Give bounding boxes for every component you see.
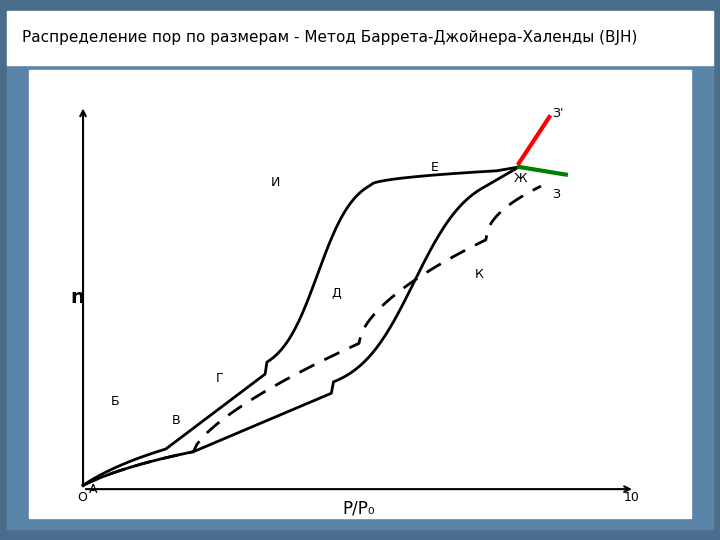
Text: К: К xyxy=(474,268,484,281)
Text: Е: Е xyxy=(431,161,438,174)
Text: О: О xyxy=(78,491,87,504)
Text: 10: 10 xyxy=(624,491,639,504)
Text: Г: Г xyxy=(215,372,223,384)
Text: З': З' xyxy=(552,107,564,120)
Text: Ж: Ж xyxy=(513,172,527,185)
Bar xyxy=(29,70,691,518)
Text: А: А xyxy=(89,483,97,496)
Text: И: И xyxy=(271,176,280,189)
Text: P/P₀: P/P₀ xyxy=(343,500,375,517)
Text: n: n xyxy=(71,288,84,307)
Text: З: З xyxy=(552,187,560,201)
Bar xyxy=(7,11,713,65)
Text: В: В xyxy=(171,414,180,427)
Text: Распределение пор по размерам - Метод Баррета-Джойнера-Халенды (BJH): Распределение пор по размерам - Метод Ба… xyxy=(22,30,637,45)
Text: Б: Б xyxy=(111,395,120,408)
Text: Д: Д xyxy=(331,287,341,300)
